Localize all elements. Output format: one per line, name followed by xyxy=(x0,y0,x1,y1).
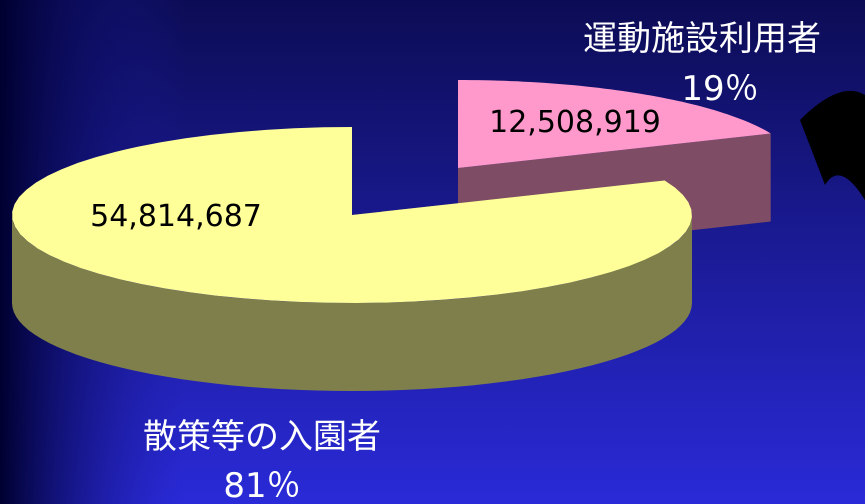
pie xyxy=(12,80,771,391)
slice-top xyxy=(12,127,692,303)
decoration xyxy=(800,90,865,200)
percent-label: 81％ xyxy=(223,466,300,504)
value-label: 12,508,919 xyxy=(489,105,661,140)
slice-side xyxy=(12,215,692,391)
category-label: 散策等の入園者 xyxy=(143,417,381,457)
category-label: 運動施設利用者 xyxy=(583,19,821,59)
value-label: 54,814,687 xyxy=(90,199,262,234)
percent-label: 19％ xyxy=(681,69,758,109)
slice-top xyxy=(458,80,771,168)
slice xyxy=(12,127,692,391)
